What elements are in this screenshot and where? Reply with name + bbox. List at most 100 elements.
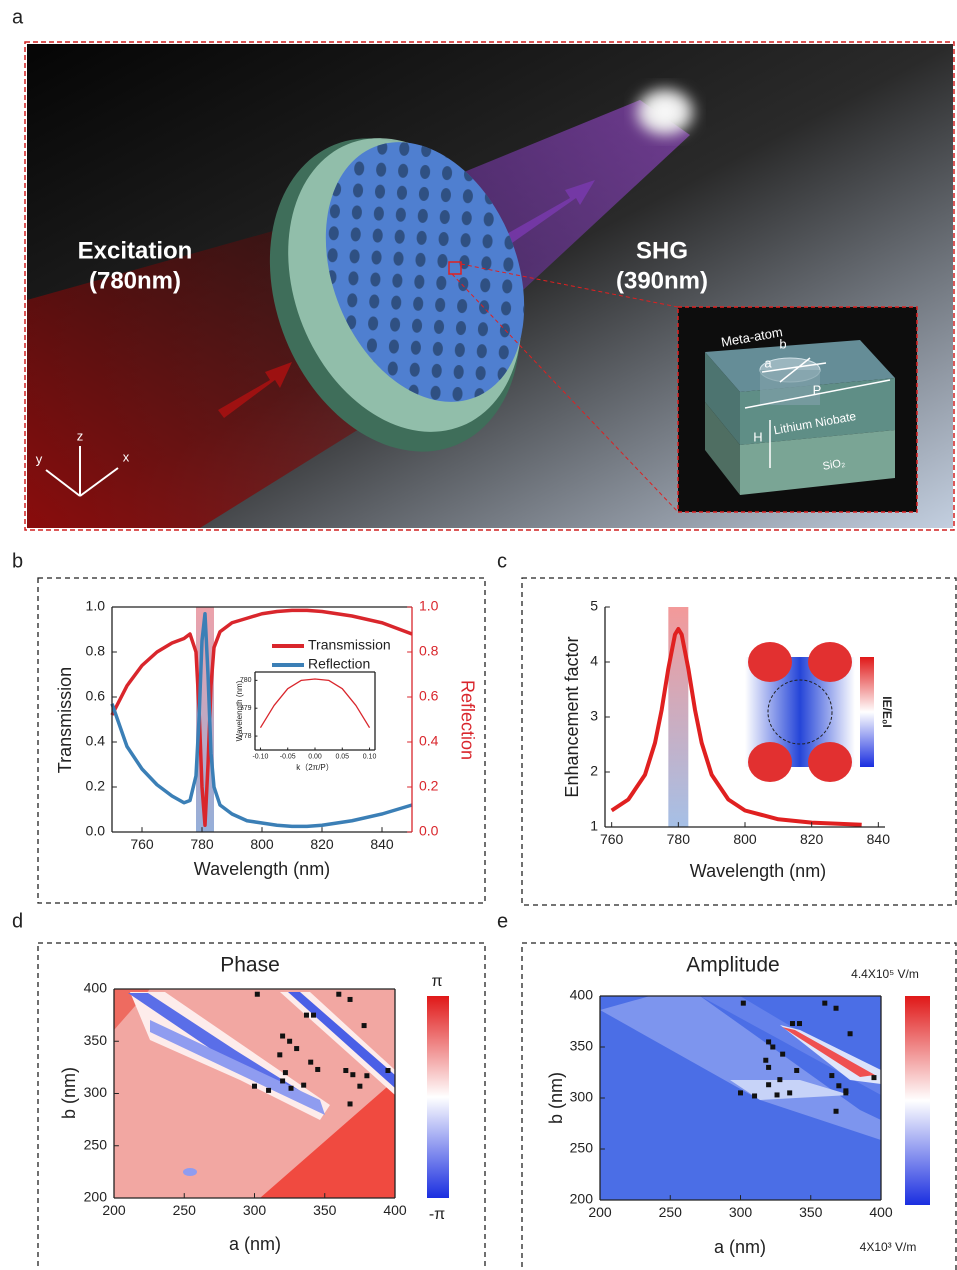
label: (390nm) [616, 267, 708, 294]
x-tick-label: 760 [600, 831, 624, 847]
y2-tick-label: 1.0 [419, 598, 439, 614]
point [790, 1021, 795, 1026]
y-tick-label: 250 [570, 1140, 594, 1156]
label: SHG [636, 237, 688, 264]
x-tick-label: 780 [667, 831, 691, 847]
x-tick-label: 250 [659, 1204, 683, 1220]
x-tick-label: 800 [733, 831, 757, 847]
page: a b c d e Excitation (780nm) SHG (390nm)… [0, 0, 957, 1270]
y-tick-label: 200 [84, 1189, 108, 1205]
point [836, 1083, 841, 1088]
point [280, 1034, 285, 1039]
x-tick-label: 400 [383, 1202, 407, 1218]
x-tick-label: 300 [243, 1202, 267, 1218]
point [343, 1068, 348, 1073]
point [787, 1090, 792, 1095]
colorbar-label: IE/E₀I [880, 696, 894, 727]
point [834, 1006, 839, 1011]
y-tick-label: 300 [84, 1084, 108, 1100]
y-axis-title: b (nm) [546, 1072, 566, 1124]
x-tick-label: 0.10 [363, 753, 377, 760]
point [843, 1090, 848, 1095]
shg-spot [631, 84, 699, 140]
y-tick-label: 0.8 [86, 643, 106, 659]
y-tick-label: 0.4 [86, 733, 106, 749]
x-tick-label: 0.05 [335, 753, 349, 760]
x-axis-title: a (nm) [714, 1237, 766, 1257]
x-tick-label: -0.05 [280, 753, 296, 760]
x-tick-label: -0.10 [252, 753, 268, 760]
label: (780nm) [89, 267, 181, 294]
panel-label: b [12, 550, 23, 572]
point [277, 1052, 282, 1057]
y-axis-title: Enhancement factor [562, 636, 582, 797]
y2-tick-label: 0.2 [419, 778, 439, 794]
point [336, 992, 341, 997]
heatmap [114, 989, 395, 1198]
point [780, 1052, 785, 1057]
label: Excitation [78, 237, 193, 264]
point [777, 1077, 782, 1082]
x-axis-title: k（2π/P） [296, 763, 334, 772]
point [364, 1073, 369, 1078]
colorbar [427, 996, 449, 1198]
panel-label: d [12, 910, 23, 932]
point [362, 1023, 367, 1028]
x-tick-label: 0.00 [308, 753, 322, 760]
axis-label: x [123, 449, 130, 464]
panel-label: c [497, 550, 507, 572]
legend-label: Reflection [308, 656, 370, 672]
y2-tick-label: 0.6 [419, 688, 439, 704]
y-axis-title: b (nm) [59, 1067, 79, 1119]
point [822, 1001, 827, 1006]
point [280, 1078, 285, 1083]
panel-label: a [12, 6, 24, 28]
x-axis-title: a (nm) [229, 1234, 281, 1254]
y-tick-label: 350 [570, 1038, 594, 1054]
point [304, 1013, 309, 1018]
x-tick-label: 840 [867, 831, 891, 847]
label: H [753, 429, 762, 444]
y2-axis-title: Reflection [457, 680, 477, 760]
axis-label: y [36, 451, 43, 466]
point [266, 1088, 271, 1093]
x-tick-label: 780 [190, 836, 214, 852]
point [738, 1090, 743, 1095]
point [287, 1039, 292, 1044]
colorbar-label: 4.4X10⁵ V/m [851, 967, 919, 981]
point [348, 997, 353, 1002]
point [834, 1109, 839, 1114]
point [308, 1060, 313, 1065]
y-axis-title: Transmission [55, 667, 75, 773]
point [763, 1058, 768, 1063]
y-tick-label: 400 [570, 987, 594, 1003]
x-axis-title: Wavelength (nm) [194, 859, 330, 879]
y-tick-label: 1 [590, 818, 598, 834]
y-tick-label: 400 [84, 980, 108, 996]
y-tick-label: 1.0 [86, 598, 106, 614]
chart-title: Phase [220, 954, 280, 977]
point [289, 1086, 294, 1091]
highlight-band [668, 607, 688, 827]
label: b [779, 336, 786, 351]
axis-label: z [77, 428, 84, 443]
point [350, 1072, 355, 1077]
x-tick-label: 250 [173, 1202, 197, 1218]
point [283, 1070, 288, 1075]
point [766, 1065, 771, 1070]
x-axis-title: Wavelength (nm) [690, 861, 826, 881]
x-tick-label: 300 [729, 1204, 753, 1220]
x-tick-label: 800 [250, 836, 274, 852]
point [311, 1013, 316, 1018]
panel-label: e [497, 910, 508, 932]
x-tick-label: 820 [800, 831, 824, 847]
point [348, 1101, 353, 1106]
y-tick-label: 5 [590, 598, 598, 614]
y-tick-label: 0.2 [86, 778, 106, 794]
point [385, 1068, 390, 1073]
label: a [764, 355, 772, 370]
y2-tick-label: 0.4 [419, 733, 439, 749]
point [741, 1001, 746, 1006]
plot-background [255, 672, 375, 750]
point [301, 1083, 306, 1088]
